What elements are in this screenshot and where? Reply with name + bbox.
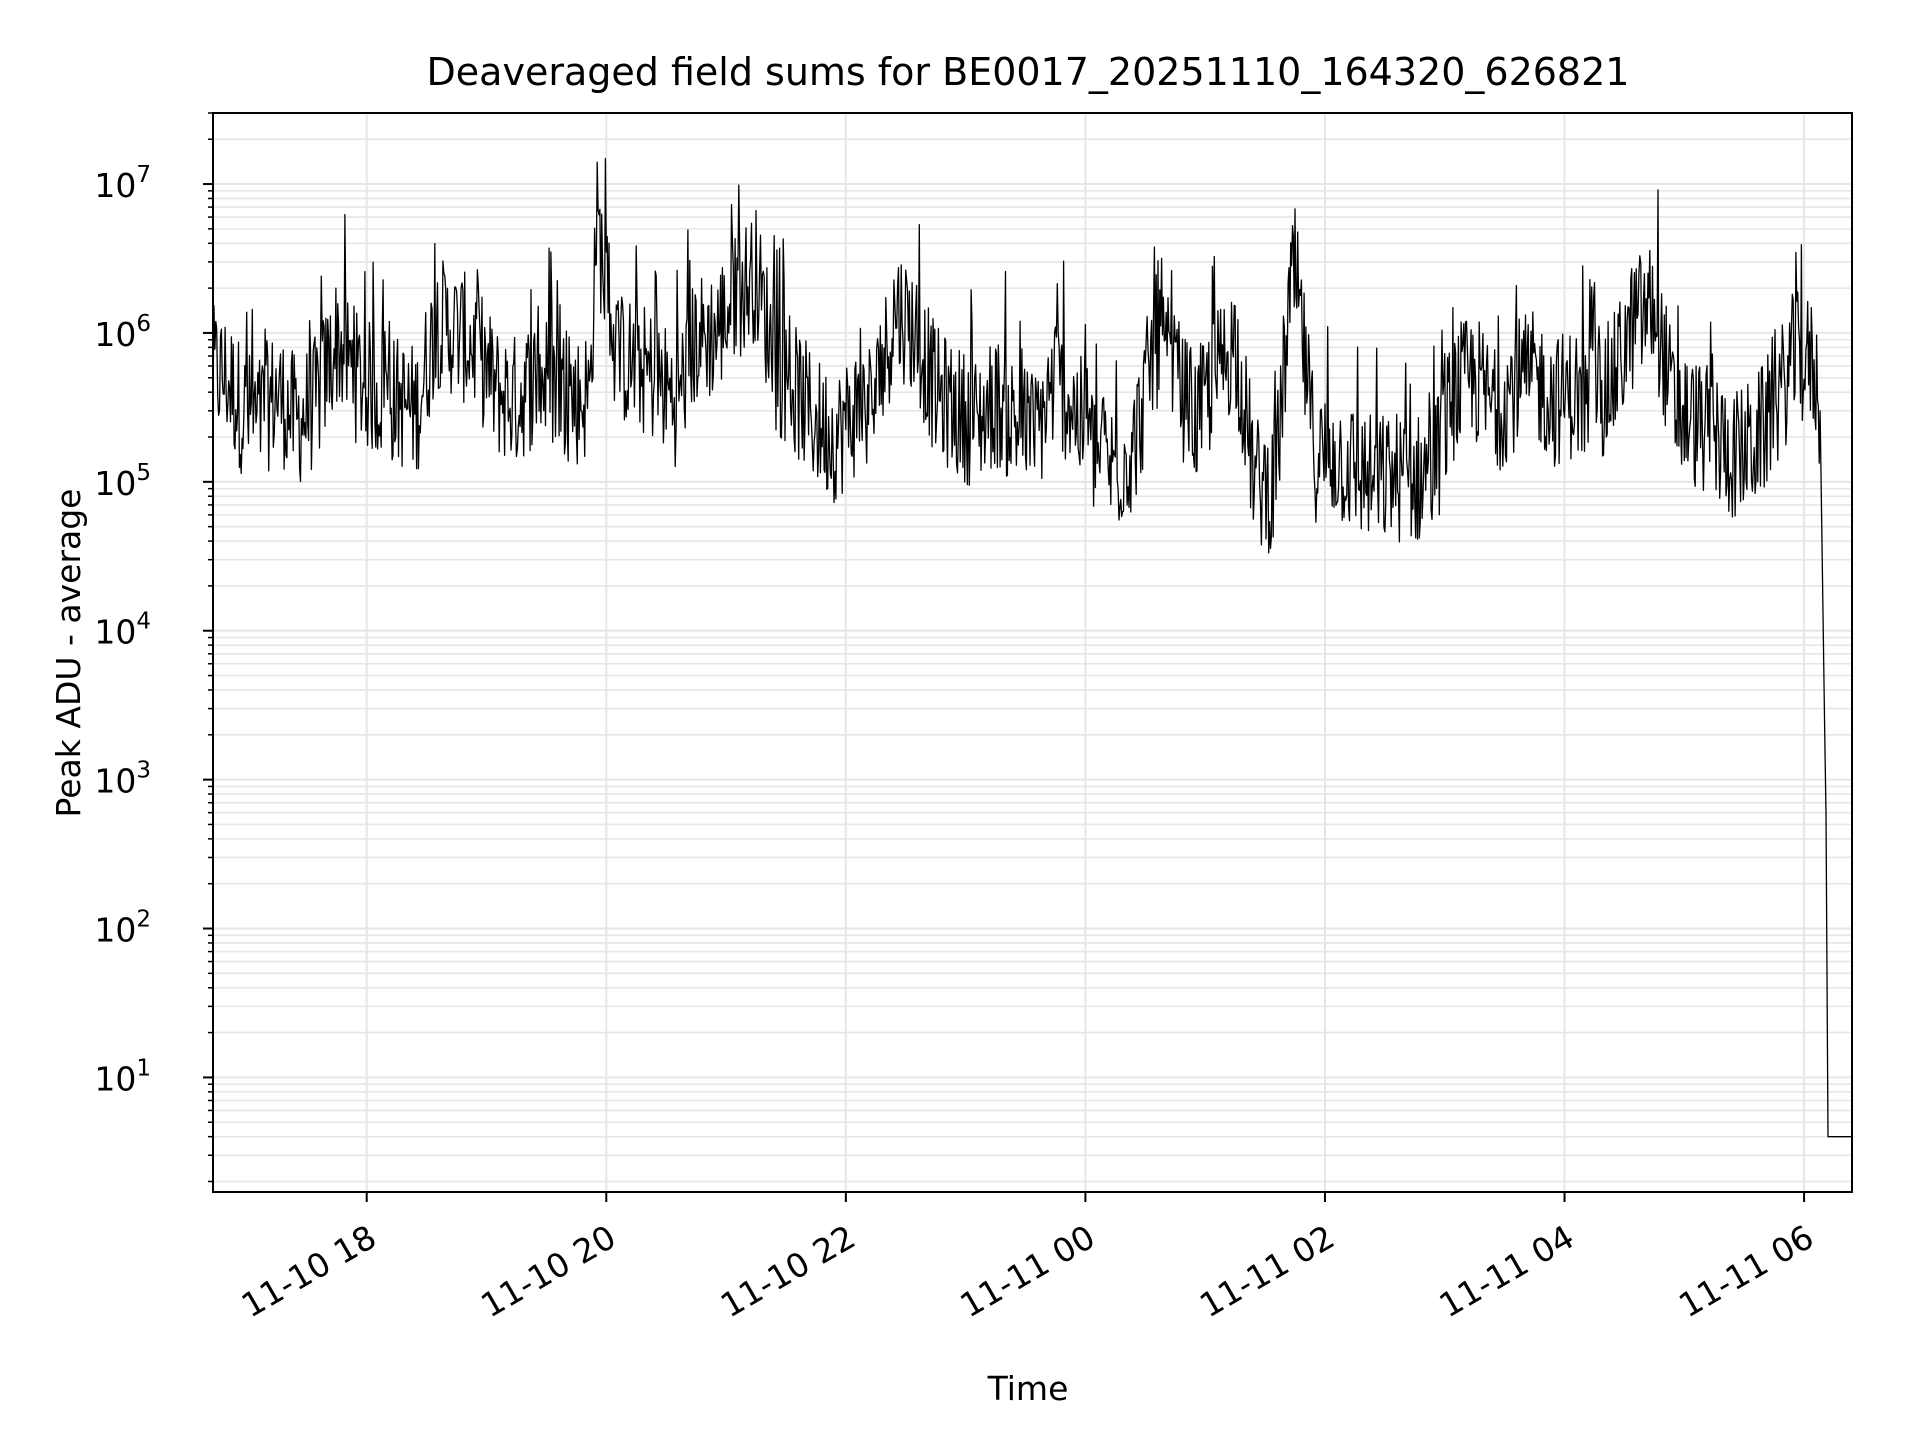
y-tick-label: 103: [94, 758, 151, 801]
y-tick-label: 101: [94, 1055, 151, 1098]
y-tick-label: 104: [94, 609, 151, 652]
chart-title: Deaveraged field sums for BE0017_2025111…: [427, 50, 1630, 94]
plot-frame: [212, 112, 1853, 1193]
y-axis-label: Peak ADU - average: [49, 489, 88, 818]
y-tick-label: 105: [94, 460, 151, 503]
y-tick-label: 107: [94, 162, 151, 205]
y-tick-label: 106: [94, 311, 151, 354]
data-series: [212, 157, 1852, 1138]
x-axis-label: Time: [987, 1369, 1069, 1408]
y-tick-label: 102: [94, 907, 151, 950]
series-line: [212, 157, 1852, 1138]
